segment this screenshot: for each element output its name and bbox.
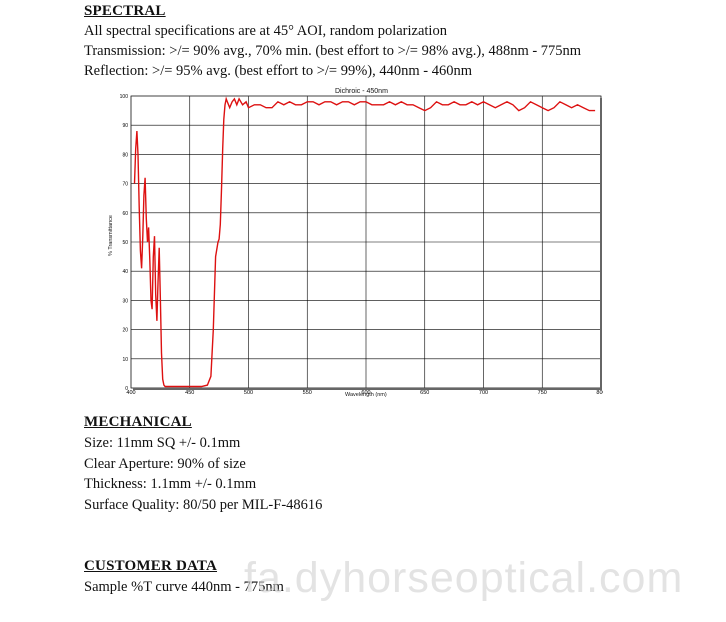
y-tick-label: 80	[122, 152, 128, 158]
x-tick-label: 650	[420, 390, 429, 396]
x-tick-label: 450	[185, 390, 194, 396]
y-tick-label: 0	[125, 386, 128, 392]
y-tick-label: 60	[122, 211, 128, 217]
customer-data-heading: CUSTOMER DATA	[84, 558, 218, 574]
mechanical-clear-aperture: Clear Aperture: 90% of size	[84, 456, 246, 472]
x-tick-label: 750	[538, 390, 547, 396]
spectral-line-reflection: Reflection: >/= 95% avg. (best effort to…	[84, 63, 473, 79]
chart-title: Dichroic - 450nm	[335, 88, 388, 95]
x-tick-label: 800	[596, 390, 603, 396]
x-tick-label: 700	[479, 390, 488, 396]
transmittance-chart: 400 450 500 550 600 650 700 750 800 0 10 20 30 40 50 60…	[103, 84, 606, 402]
y-tick-label: 10	[122, 357, 128, 363]
mechanical-heading: MECHANICAL	[84, 414, 192, 430]
spectral-line-transmission: Transmission: >/= 90% avg., 70% min. (be…	[84, 43, 582, 59]
x-tick-label: 550	[303, 390, 312, 396]
y-tick-label: 20	[122, 328, 128, 334]
series-line	[133, 96, 596, 388]
watermark: fa.dyhorseoptical.com	[244, 554, 684, 602]
spectral-heading: SPECTRAL	[84, 3, 166, 19]
y-tick-label: 40	[122, 269, 128, 275]
x-tick-label: 600	[361, 390, 370, 396]
y-tick-label: 50	[122, 240, 128, 246]
y-tick-label: 30	[122, 298, 128, 304]
customer-sample-curve: Sample %T curve 440nm - 775nm	[84, 579, 284, 595]
x-tick-label: 400	[126, 390, 135, 396]
y-tick-label: 100	[120, 94, 129, 100]
y-axis-label: % Transmittance	[108, 215, 114, 256]
mechanical-thickness: Thickness: 1.1mm +/- 0.1mm	[84, 476, 257, 492]
transmittance-chart-svg: 400 450 500 550 600 650 700 750 800 0 10 20 30 40 50 60…	[108, 88, 606, 398]
spectral-line-aoi: All spectral specifications are at 45° A…	[84, 23, 447, 39]
x-axis-label: Wavelength (nm)	[345, 392, 387, 398]
y-tick-label: 70	[122, 182, 128, 188]
x-tick-label: 500	[244, 390, 253, 396]
y-tick-label: 90	[122, 123, 128, 129]
mechanical-size: Size: 11mm SQ +/- 0.1mm	[84, 435, 241, 451]
mechanical-surface-quality: Surface Quality: 80/50 per MIL-F-48616	[84, 497, 323, 513]
